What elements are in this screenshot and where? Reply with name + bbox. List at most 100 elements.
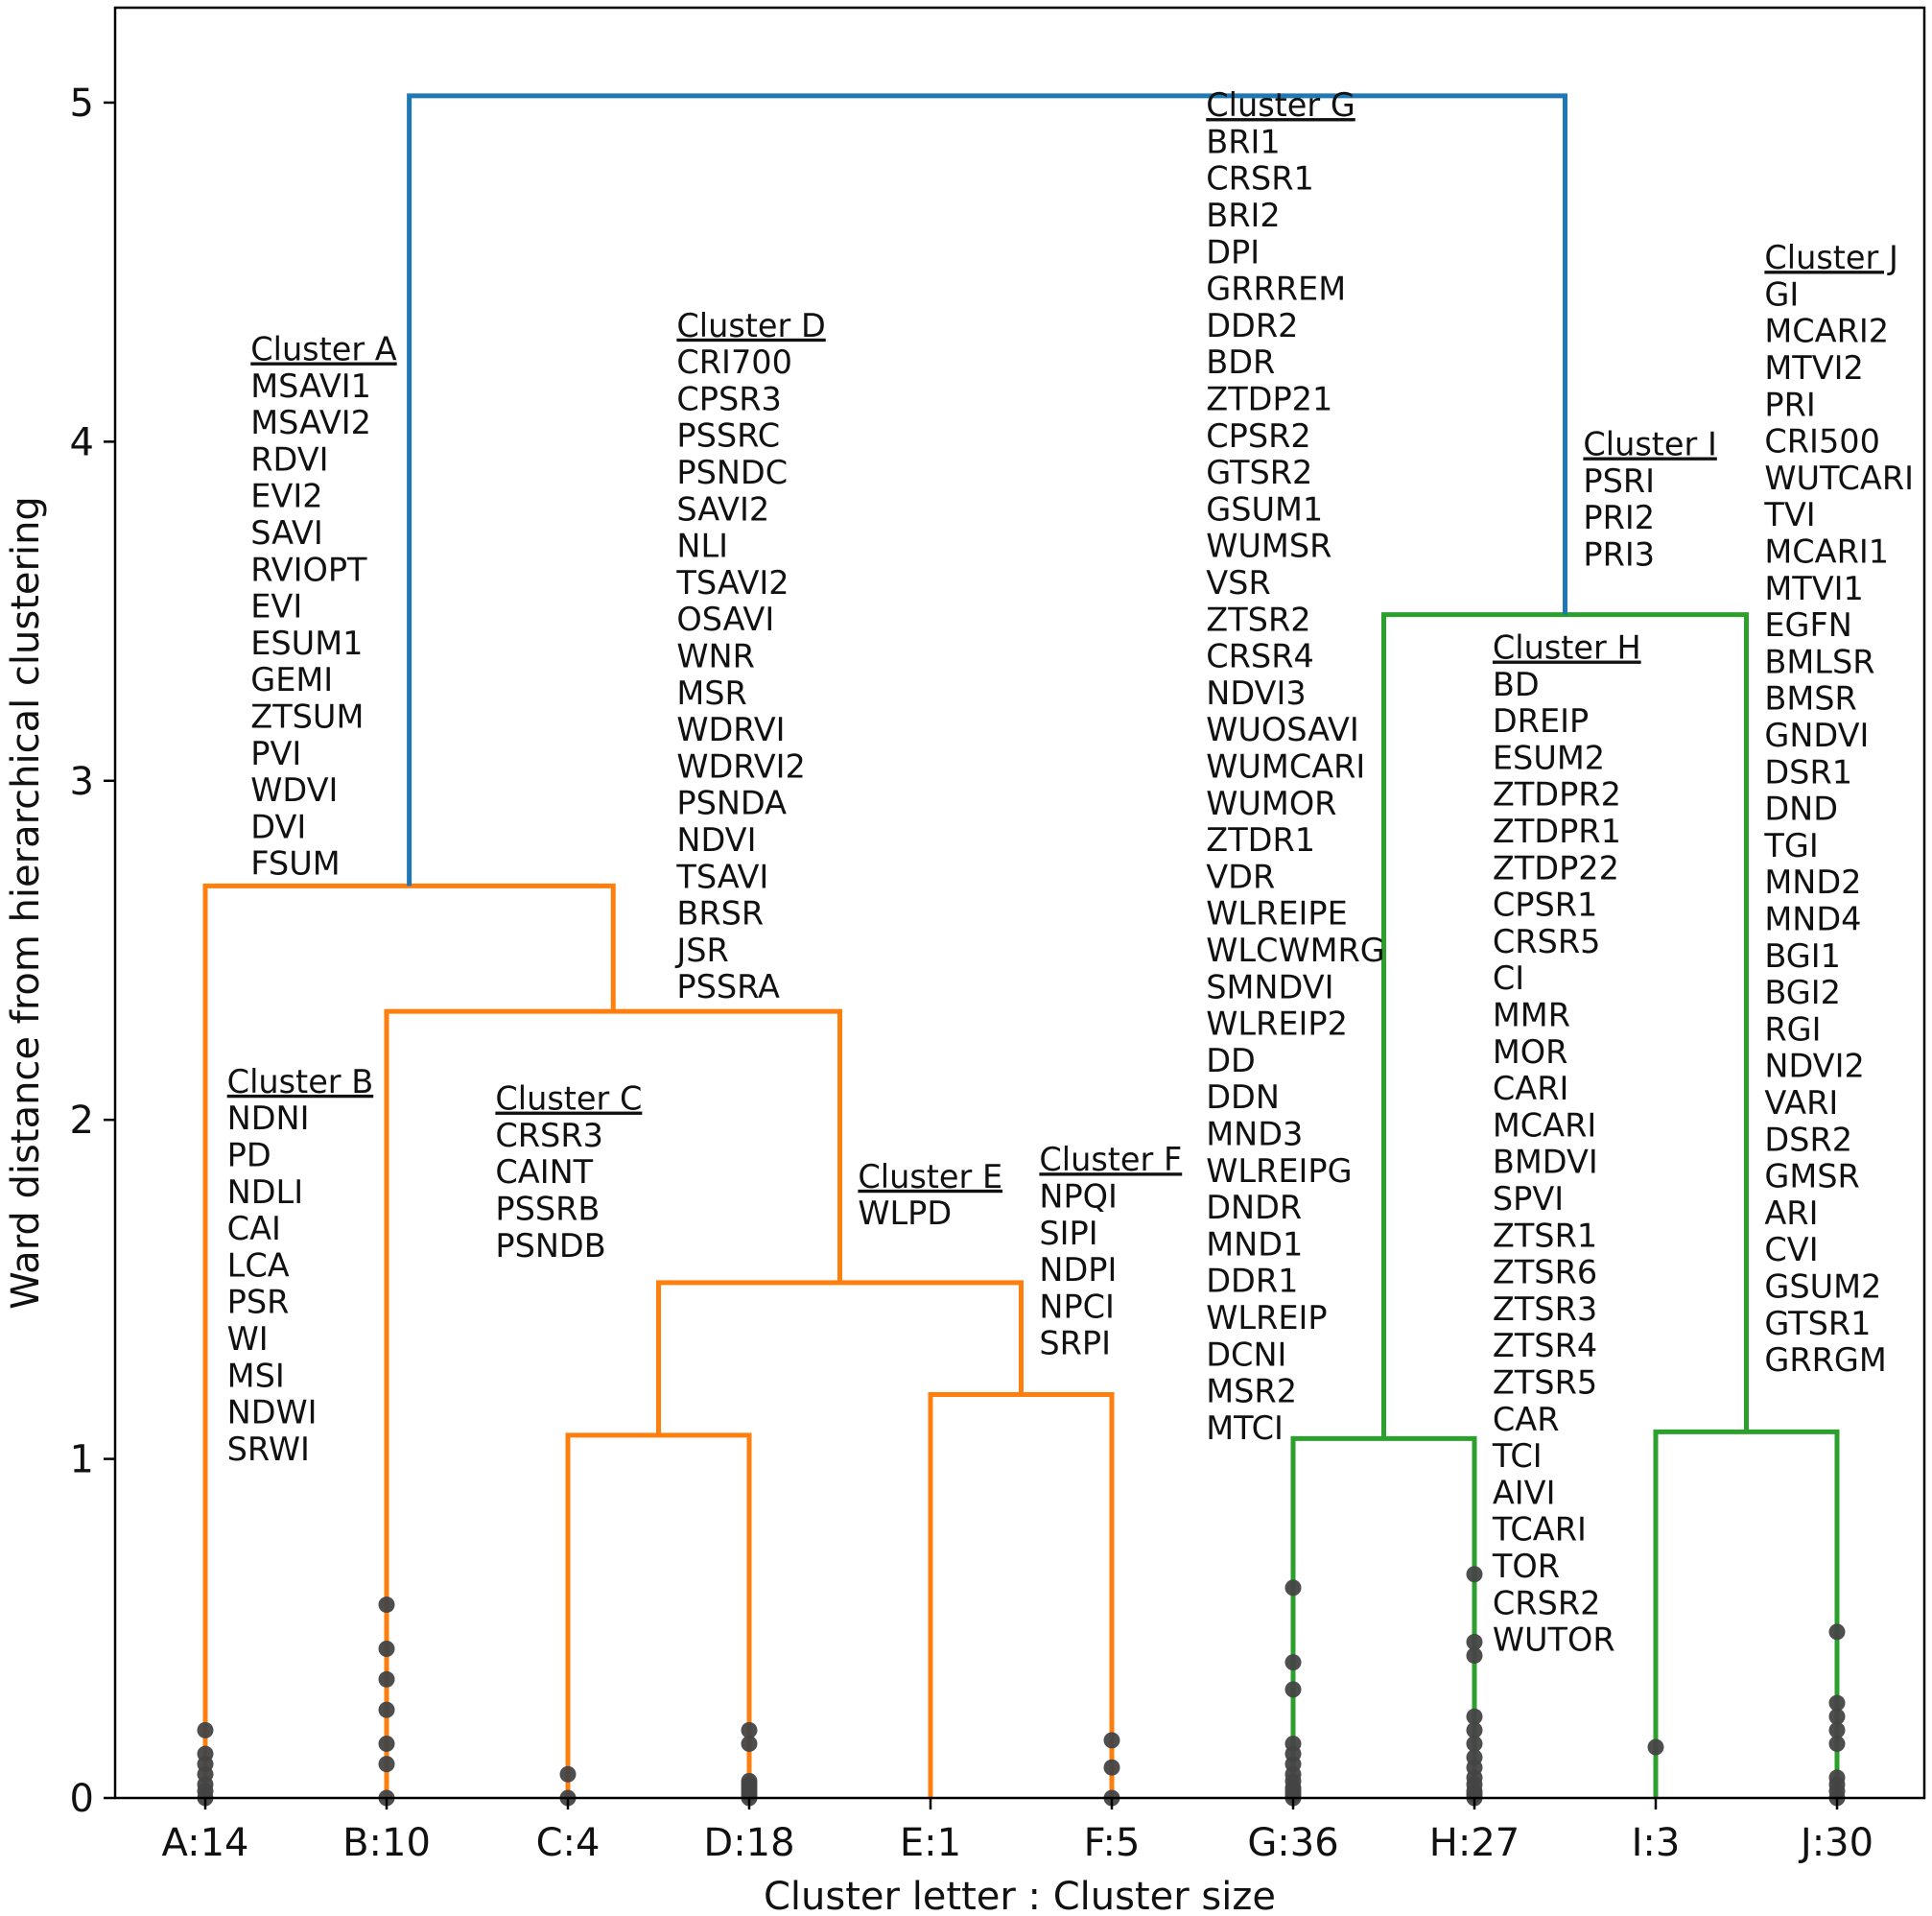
member-point-j <box>1828 1708 1846 1725</box>
cluster-member: JSR <box>674 932 728 969</box>
member-point-g <box>1284 1735 1302 1752</box>
cluster-member: DCNI <box>1206 1336 1286 1373</box>
cluster-member: TSAVI <box>675 858 768 895</box>
cluster-member: NDNI <box>227 1100 310 1137</box>
x-tick-label-b: B:10 <box>342 1821 431 1865</box>
cluster-member: DREIP <box>1493 702 1589 740</box>
member-point-h <box>1466 1647 1483 1665</box>
cluster-title: Cluster A <box>250 331 397 368</box>
cluster-member: CRSR5 <box>1493 923 1601 960</box>
cluster-annotations: Cluster AMSAVI1MSAVI2RDVIEVI2SAVIRVIOPTE… <box>227 86 1914 1659</box>
dendrogram-link-6 <box>1290 1435 1477 1798</box>
y-tick-label: 5 <box>70 82 94 126</box>
cluster-member: NPQI <box>1039 1177 1118 1215</box>
y-axis: 0 1 2 3 4 5 <box>70 82 115 1821</box>
member-point-f <box>1103 1759 1120 1776</box>
cluster-member: MND1 <box>1206 1225 1303 1263</box>
cluster-title: Cluster D <box>676 307 825 344</box>
cluster-member: WLCWMRG <box>1206 932 1384 969</box>
cluster-member: NDVI2 <box>1764 1048 1864 1085</box>
member-point-g <box>1284 1654 1302 1671</box>
cluster-member: PVI <box>250 735 301 772</box>
cluster-j-annotation: Cluster JGIMCARI2MTVI2PRICRI500WUTCARITV… <box>1763 239 1914 1379</box>
cluster-member: WLPD <box>858 1195 952 1232</box>
member-point-g <box>1284 1681 1302 1698</box>
cluster-member: CRI500 <box>1764 423 1880 461</box>
cluster-member: MSR2 <box>1206 1373 1297 1410</box>
cluster-member: WUOSAVI <box>1206 711 1358 748</box>
dendrogram-link-9 <box>407 93 1567 887</box>
cluster-member: MOR <box>1493 1033 1568 1071</box>
cluster-member: DNDR <box>1206 1189 1302 1226</box>
member-point-h <box>1466 1735 1483 1752</box>
x-tick-label-a: A:14 <box>161 1821 248 1865</box>
cluster-title: Cluster C <box>495 1080 642 1118</box>
cluster-member: BMLSR <box>1764 643 1874 680</box>
member-point-b <box>378 1735 395 1752</box>
cluster-member: GSUM1 <box>1206 490 1323 528</box>
cluster-member: CRSR1 <box>1206 160 1314 198</box>
x-tick-label-c: C:4 <box>536 1821 601 1865</box>
member-point-f <box>1103 1732 1120 1749</box>
cluster-member: WDRVI <box>676 711 785 748</box>
cluster-member: ZTSR3 <box>1493 1290 1597 1328</box>
cluster-member: ZTDR1 <box>1206 821 1315 859</box>
cluster-member: WDRVI2 <box>676 747 805 785</box>
cluster-member: ZTSR6 <box>1493 1254 1597 1291</box>
cluster-member: CAINT <box>495 1153 593 1191</box>
x-axis-label: Cluster letter : Cluster size <box>764 1875 1276 1916</box>
cluster-member: MTVI1 <box>1764 570 1863 607</box>
cluster-member: EVI2 <box>250 478 322 515</box>
cluster-member: MSAVI2 <box>250 404 371 441</box>
cluster-member: FSUM <box>250 845 340 883</box>
cluster-member: SRWI <box>227 1431 310 1468</box>
member-point-d <box>741 1735 758 1752</box>
cluster-member: CAR <box>1493 1401 1560 1438</box>
cluster-member: CRSR2 <box>1493 1584 1601 1621</box>
cluster-member: CAI <box>227 1210 281 1247</box>
member-point-c <box>559 1765 577 1783</box>
cluster-member: WUTOR <box>1493 1621 1615 1659</box>
cluster-member: WI <box>227 1320 269 1358</box>
cluster-member: VARI <box>1764 1084 1838 1122</box>
cluster-member: DSR2 <box>1764 1121 1852 1158</box>
cluster-member: WUMCARI <box>1206 747 1365 785</box>
cluster-member: GRRGM <box>1764 1341 1886 1379</box>
cluster-member: CPSR2 <box>1206 417 1310 455</box>
cluster-member: WLREIP <box>1206 1299 1327 1336</box>
cluster-member: DDR1 <box>1206 1263 1298 1300</box>
cluster-member: MTCI <box>1206 1409 1284 1447</box>
cluster-member: SMNDVI <box>1206 968 1333 1005</box>
cluster-member: NDVI <box>676 821 756 859</box>
cluster-member: PSNDA <box>676 785 787 822</box>
cluster-member: DDR2 <box>1206 307 1298 344</box>
cluster-member: GTSR1 <box>1764 1305 1871 1342</box>
cluster-member: BMDVI <box>1493 1144 1598 1181</box>
cluster-member: MCARI2 <box>1764 313 1889 350</box>
cluster-member: WUMOR <box>1206 785 1336 822</box>
member-point-d <box>741 1772 758 1789</box>
y-tick-label: 2 <box>70 1099 94 1143</box>
cluster-member: CARI <box>1493 1070 1568 1107</box>
member-point-b <box>378 1670 395 1688</box>
cluster-member: CI <box>1493 959 1524 997</box>
cluster-member: CVI <box>1764 1231 1818 1268</box>
cluster-member: ESUM1 <box>250 625 363 662</box>
cluster-member: NDWI <box>227 1394 318 1431</box>
member-point-h <box>1466 1566 1483 1583</box>
dendrogram-link-5 <box>202 883 616 1798</box>
cluster-member: TGI <box>1763 827 1818 864</box>
cluster-member: BRI1 <box>1206 123 1280 160</box>
cluster-member: TSAVI2 <box>675 564 789 602</box>
cluster-title: Cluster F <box>1039 1141 1182 1178</box>
cluster-member: DSR1 <box>1764 753 1852 791</box>
cluster-member: DVI <box>250 808 306 845</box>
cluster-member: BGI2 <box>1764 974 1841 1011</box>
cluster-member: NDPI <box>1039 1251 1117 1289</box>
cluster-member: MND2 <box>1764 863 1861 901</box>
cluster-member: EGFN <box>1764 606 1851 644</box>
x-tick-label-d: D:18 <box>703 1821 794 1865</box>
member-point-j <box>1828 1735 1846 1752</box>
